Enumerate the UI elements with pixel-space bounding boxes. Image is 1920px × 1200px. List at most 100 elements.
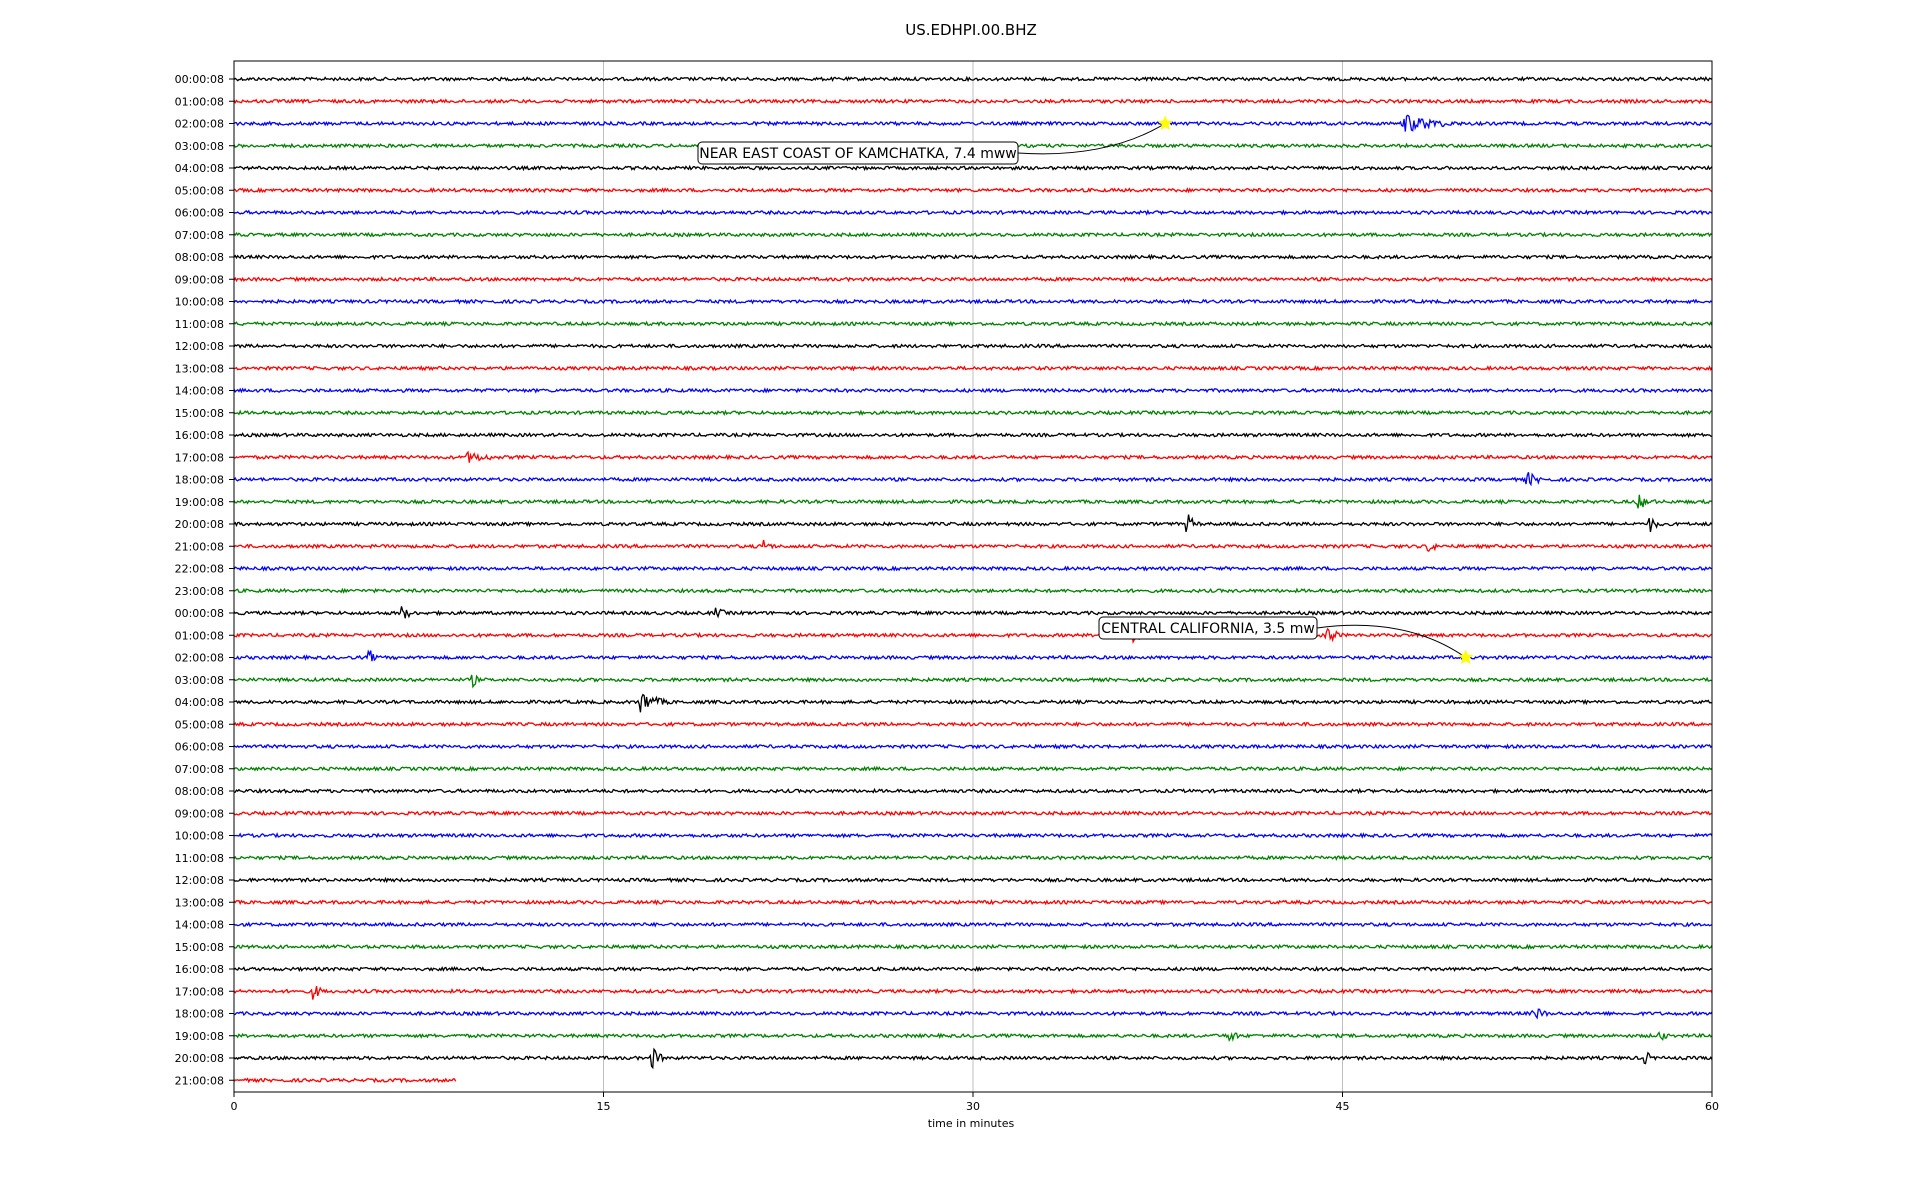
row-label-24: 00:00:08: [175, 607, 224, 620]
row-label-18: 18:00:08: [175, 474, 224, 487]
trace-36: [233, 876, 1713, 884]
trace-43: [233, 1031, 1713, 1043]
annotation-connector-0: [1017, 123, 1166, 155]
row-label-32: 08:00:08: [175, 785, 224, 798]
row-time-labels: 00:00:08 01:00:08 02:00:08 03:00:08 04:00:08…: [175, 73, 234, 1087]
x-axis-label: time in minutes: [928, 1117, 1015, 1130]
trace-44: [233, 1047, 1713, 1070]
trace-17: [233, 450, 1713, 463]
traces: [233, 75, 1713, 1084]
trace-20: [233, 514, 1713, 533]
trace-5: [233, 187, 1713, 194]
row-label-43: 19:00:08: [175, 1030, 224, 1043]
row-label-38: 14:00:08: [175, 919, 224, 932]
row-label-1: 01:00:08: [175, 95, 224, 108]
x-tick-label-0: 0: [231, 1100, 238, 1113]
chart-title: US.EDHPI.00.BHZ: [905, 21, 1037, 39]
x-axis-ticks: 0 15 30 45 60: [231, 1092, 1719, 1113]
row-label-37: 13:00:08: [175, 896, 224, 909]
row-label-35: 11:00:08: [175, 852, 224, 865]
row-label-40: 16:00:08: [175, 963, 224, 976]
row-label-25: 01:00:08: [175, 629, 224, 642]
annotation-label-1: CENTRAL CALIFORNIA, 3.5 mw: [1101, 621, 1315, 637]
trace-9: [233, 276, 1713, 283]
row-label-33: 09:00:08: [175, 807, 224, 820]
trace-29: [233, 721, 1713, 728]
row-label-30: 06:00:08: [175, 741, 224, 754]
trace-42: [233, 1008, 1713, 1020]
trace-40: [233, 965, 1713, 973]
trace-39: [233, 943, 1713, 950]
row-label-4: 04:00:08: [175, 162, 224, 175]
row-label-7: 07:00:08: [175, 229, 224, 242]
row-label-2: 02:00:08: [175, 118, 224, 131]
row-label-19: 19:00:08: [175, 496, 224, 509]
trace-21: [233, 539, 1713, 553]
event-star-icon-0: [1157, 115, 1173, 130]
trace-28: [233, 693, 1713, 713]
trace-19: [233, 494, 1713, 509]
trace-11: [233, 320, 1713, 328]
trace-25: [233, 627, 1713, 645]
trace-13: [233, 365, 1713, 372]
trace-15: [233, 409, 1713, 416]
annotation-box-0: [697, 141, 1019, 165]
row-label-41: 17:00:08: [175, 985, 224, 998]
row-label-27: 03:00:08: [175, 674, 224, 687]
row-label-28: 04:00:08: [175, 696, 224, 709]
row-label-13: 13:00:08: [175, 362, 224, 375]
row-label-20: 20:00:08: [175, 518, 224, 531]
trace-32: [233, 787, 1713, 795]
row-label-26: 02:00:08: [175, 652, 224, 665]
trace-0: [233, 75, 1713, 83]
trace-35: [233, 854, 1713, 861]
x-tick-label-3: 45: [1336, 1100, 1350, 1113]
trace-10: [233, 298, 1713, 305]
row-label-21: 21:00:08: [175, 540, 224, 553]
annotation-box-1: [1098, 616, 1318, 640]
row-label-39: 15:00:08: [175, 941, 224, 954]
row-label-29: 05:00:08: [175, 718, 224, 731]
trace-27: [233, 674, 1713, 689]
trace-8: [233, 253, 1713, 261]
row-label-44: 20:00:08: [175, 1052, 224, 1065]
row-label-12: 12:00:08: [175, 340, 224, 353]
annotation-label-0: NEAR EAST COAST OF KAMCHATKA, 7.4 mww: [699, 146, 1017, 162]
trace-1: [233, 98, 1713, 105]
trace-4: [233, 164, 1713, 172]
trace-24: [233, 606, 1712, 619]
row-label-8: 08:00:08: [175, 251, 224, 264]
row-label-14: 14:00:08: [175, 385, 224, 398]
trace-30: [233, 743, 1713, 750]
annotation-0: NEAR EAST COAST OF KAMCHATKA, 7.4 mww: [697, 115, 1173, 165]
row-label-5: 05:00:08: [175, 184, 224, 197]
x-tick-label-1: 15: [597, 1100, 611, 1113]
row-label-23: 23:00:08: [175, 585, 224, 598]
event-star-icon-1: [1458, 649, 1474, 664]
trace-37: [233, 899, 1713, 906]
row-label-15: 15:00:08: [175, 407, 224, 420]
row-label-0: 00:00:08: [175, 73, 224, 86]
row-label-36: 12:00:08: [175, 874, 224, 887]
trace-41: [233, 985, 1713, 1000]
trace-33: [233, 810, 1713, 817]
trace-34: [233, 832, 1713, 839]
row-label-16: 16:00:08: [175, 429, 224, 442]
annotation-connector-1: [1316, 624, 1466, 658]
annotation-1: CENTRAL CALIFORNIA, 3.5 mw: [1098, 616, 1474, 664]
x-tick-label-4: 60: [1705, 1100, 1719, 1113]
event-annotations: NEAR EAST COAST OF KAMCHATKA, 7.4 mww CEN…: [697, 115, 1474, 664]
row-label-6: 06:00:08: [175, 207, 224, 220]
row-label-34: 10:00:08: [175, 830, 224, 843]
trace-38: [233, 921, 1713, 928]
row-label-9: 09:00:08: [175, 273, 224, 286]
trace-45: [233, 1077, 457, 1084]
trace-14: [233, 387, 1713, 394]
row-label-17: 17:00:08: [175, 451, 224, 464]
trace-7: [233, 231, 1713, 238]
row-label-22: 22:00:08: [175, 563, 224, 576]
row-label-3: 03:00:08: [175, 140, 224, 153]
grid-lines: [603, 61, 1343, 1092]
row-label-31: 07:00:08: [175, 763, 224, 776]
